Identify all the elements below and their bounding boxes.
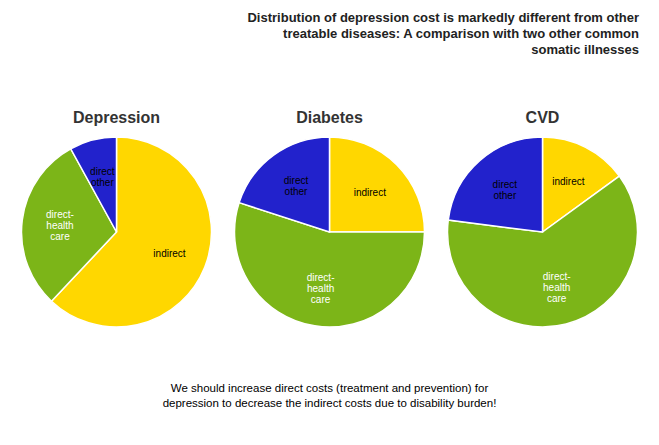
chart-title: Depression (73, 109, 160, 126)
slice-label-line: direct- (543, 271, 571, 282)
pie-slice (239, 137, 329, 232)
slice-label: directother (284, 175, 309, 197)
pie-group: indirect direct-healthcare directother (235, 137, 425, 327)
title-line: treatable diseases: A comparison with tw… (283, 26, 639, 41)
slice-label: direct-healthcare (46, 208, 74, 241)
subtitle-line: We should increase direct costs (treatme… (171, 382, 489, 394)
slice-label-line: indirect (153, 247, 185, 258)
pie-group: indirect direct-healthcare directother (448, 137, 638, 327)
slice-label-line: care (50, 230, 70, 241)
chart-title: CVD (526, 109, 560, 126)
slice-label: indirect (354, 186, 386, 197)
slice-label-line: direct- (46, 208, 74, 219)
pie-group: indirect direct-healthcare directother (21, 137, 211, 327)
title-line: Distribution of depression cost is marke… (247, 10, 639, 25)
slice-label-line: other (285, 186, 308, 197)
slice-label-line: direct- (307, 272, 335, 283)
slice-label-line: indirect (354, 186, 386, 197)
slice-label-line: health (46, 219, 73, 230)
slice-label: directother (90, 166, 115, 188)
slice-label: directother (493, 178, 518, 200)
slice-label-line: direct (284, 175, 309, 186)
slice-label-line: direct (493, 178, 518, 189)
slice-label: indirect (153, 247, 185, 258)
slice-label-line: care (311, 294, 331, 305)
slice-label-line: other (91, 177, 114, 188)
title: Distribution of depression cost is marke… (247, 10, 639, 57)
subtitle: We should increase direct costs (treatme… (163, 382, 497, 409)
pie-slice (21, 149, 116, 302)
subtitle-line: depression to decrease the indirect cost… (163, 397, 497, 409)
slice-label-line: care (547, 293, 567, 304)
slice-label-line: indirect (552, 176, 584, 187)
slice-label-line: direct (90, 166, 115, 177)
pie-slice (448, 137, 542, 232)
slice-label-line: other (493, 189, 516, 200)
slice-label: indirect (552, 176, 584, 187)
slice-label: direct-healthcare (543, 271, 571, 304)
pie-slice (330, 137, 425, 232)
title-line: somatic illnesses (531, 42, 639, 57)
pie-slice (71, 137, 117, 232)
slice-label-line: health (307, 283, 334, 294)
slice-label: direct-healthcare (307, 272, 335, 305)
chart-root: Distribution of depression cost is marke… (0, 0, 659, 445)
slice-label-line: health (543, 282, 570, 293)
chart-title: Diabetes (296, 109, 363, 126)
